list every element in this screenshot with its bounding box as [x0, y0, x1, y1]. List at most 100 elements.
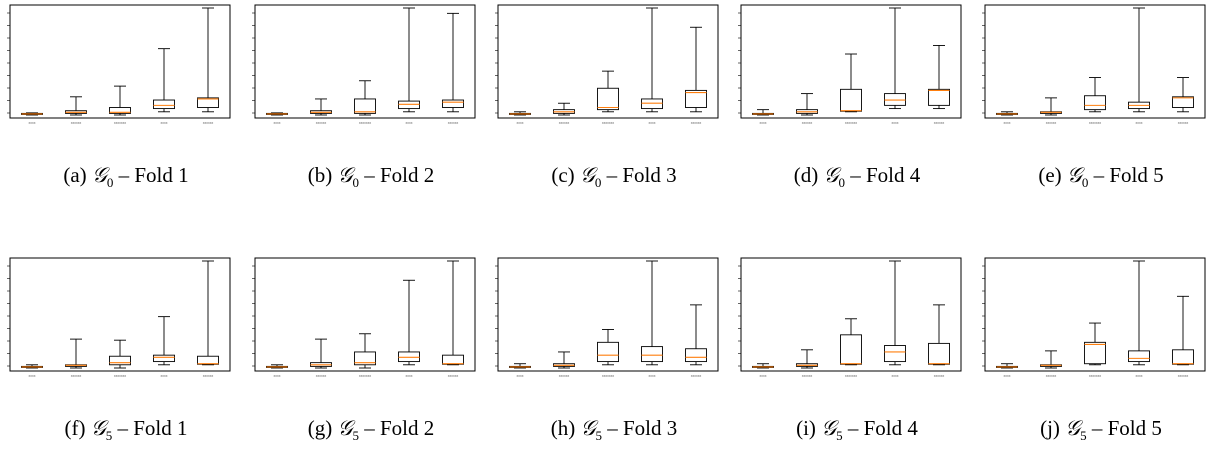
x-tick-label: xxxxxx — [559, 374, 570, 378]
box-body — [685, 89, 707, 108]
box-4 — [884, 7, 906, 110]
box-1 — [21, 364, 43, 369]
box-body — [153, 99, 175, 110]
box-5 — [685, 26, 707, 113]
boxplot-svg: xxxx xxxxxx xxxxxxx xxxx xxxxxx — [7, 4, 231, 125]
caption-group-subscript: 5 — [1080, 428, 1087, 444]
caption-label: (b) — [307, 163, 338, 187]
box-body — [840, 334, 862, 365]
box-body — [1084, 95, 1106, 111]
box-5 — [197, 7, 219, 113]
caption-fold: – Fold 1 — [112, 416, 188, 440]
x-tick-label: xxxx — [161, 121, 168, 125]
x-tick-label: xxxx — [517, 121, 524, 125]
x-tick-label: xxxxxx — [934, 121, 945, 125]
box-4 — [641, 7, 663, 113]
boxplot-svg: xxxx xxxxxx xxxxxxx xxxx xxxxxx — [495, 257, 719, 378]
box-1 — [266, 364, 288, 369]
box-4 — [398, 7, 420, 113]
x-tick-label: xxxxxxx — [114, 121, 127, 125]
box-1 — [996, 111, 1018, 116]
plot-frame — [497, 257, 719, 372]
box-body — [109, 355, 131, 366]
x-tick-label: xxxx — [892, 374, 899, 378]
box-2 — [65, 338, 87, 369]
panel-caption: (j) 𝒢5 – Fold 5 — [985, 416, 1214, 444]
plot-frame — [497, 4, 719, 119]
panel-caption: (i) 𝒢5 – Fold 4 — [741, 416, 973, 444]
box-1 — [752, 109, 774, 116]
x-tick-label: xxxx — [1136, 374, 1143, 378]
chart-panel: xxxx xxxxxx xxxxxxx xxxx xxxxxx (d) 𝒢0 – Fold… — [738, 4, 973, 200]
box-2 — [553, 351, 575, 369]
x-tick-label: xxxx — [161, 374, 168, 378]
plot-frame — [740, 4, 962, 119]
box-body — [354, 98, 376, 114]
x-tick-label: xxxx — [406, 121, 413, 125]
panel-caption: (h) 𝒢5 – Fold 3 — [498, 416, 730, 444]
plot-frame — [740, 257, 962, 372]
box-1 — [996, 363, 1018, 369]
box-5 — [197, 260, 219, 366]
x-tick-label: xxxxxx — [691, 374, 702, 378]
chart-panel: xxxx xxxxxx xxxxxxx xxxx xxxxxx (e) 𝒢0 – Fold… — [982, 4, 1214, 200]
x-tick-label: xxxxxx — [71, 374, 82, 378]
caption-group: 𝒢 — [823, 163, 839, 187]
boxplot-svg: xxxx xxxxxx xxxxxxx xxxx xxxxxx — [738, 4, 962, 125]
box-2 — [1040, 350, 1062, 369]
box-3 — [597, 329, 619, 366]
x-tick-label: xxxxxx — [448, 121, 459, 125]
box-body — [884, 345, 906, 363]
box-body — [197, 97, 219, 108]
box-2 — [65, 96, 87, 116]
panel-caption: (f) 𝒢5 – Fold 1 — [10, 416, 242, 444]
box-2 — [310, 98, 332, 116]
plot-frame — [254, 257, 476, 372]
box-5 — [1172, 295, 1194, 366]
plot-frame — [9, 4, 231, 119]
caption-group-subscript: 5 — [595, 428, 602, 444]
chart-panel: xxxx xxxxxx xxxxxxx xxxx xxxxxx (h) 𝒢5 – Fold… — [495, 257, 730, 453]
box-3 — [109, 85, 131, 116]
box-3 — [597, 70, 619, 113]
box-4 — [641, 260, 663, 366]
boxplot-svg: xxxx xxxxxx xxxxxxx xxxx xxxxxx — [982, 257, 1206, 378]
caption-fold: – Fold 5 — [1088, 163, 1164, 187]
box-body — [442, 354, 464, 365]
box-body — [1172, 349, 1194, 365]
caption-label: (c) — [551, 163, 580, 187]
box-3 — [1084, 322, 1106, 366]
caption-label: (e) — [1038, 163, 1067, 187]
x-tick-label: xxxxxx — [448, 374, 459, 378]
chart-panel: xxxx xxxxxx xxxxxxx xxxx xxxxxx (j) 𝒢5 – Fold… — [982, 257, 1214, 453]
x-tick-label: xxxxxxx — [602, 121, 615, 125]
x-tick-label: xxxx — [517, 374, 524, 378]
caption-label: (j) — [1040, 416, 1066, 440]
boxplot-svg: xxxx xxxxxx xxxxxxx xxxx xxxxxx — [7, 257, 231, 378]
x-tick-label: xxxx — [649, 374, 656, 378]
x-tick-label: xxxx — [274, 121, 281, 125]
caption-fold: – Fold 3 — [601, 163, 677, 187]
x-tick-label: xxxxxx — [934, 374, 945, 378]
caption-fold: – Fold 3 — [601, 416, 678, 440]
x-tick-label: xxxxxxx — [602, 374, 615, 378]
caption-label: (i) — [796, 416, 822, 440]
box-body — [197, 355, 219, 365]
x-tick-label: xxxxxx — [1046, 374, 1057, 378]
box-body — [597, 87, 619, 111]
x-tick-label: xxxxxx — [691, 121, 702, 125]
x-tick-label: xxxxxx — [316, 374, 327, 378]
x-tick-label: xxxxxx — [203, 374, 214, 378]
caption-fold: – Fold 2 — [358, 163, 435, 187]
caption-label: (a) — [63, 163, 92, 187]
caption-group: 𝒢 — [91, 163, 107, 187]
box-body — [928, 88, 950, 106]
box-4 — [398, 279, 420, 366]
panel-caption: (a) 𝒢0 – Fold 1 — [10, 163, 242, 191]
caption-group-subscript: 5 — [352, 428, 359, 444]
boxplot-svg: xxxx xxxxxx xxxxxxx xxxx xxxxxx — [738, 257, 962, 378]
x-tick-label: xxxx — [760, 374, 767, 378]
box-body — [597, 341, 619, 363]
boxplot-svg: xxxx xxxxxx xxxxxxx xxxx xxxxxx — [252, 4, 476, 125]
panel-caption: (c) 𝒢0 – Fold 3 — [498, 163, 730, 191]
